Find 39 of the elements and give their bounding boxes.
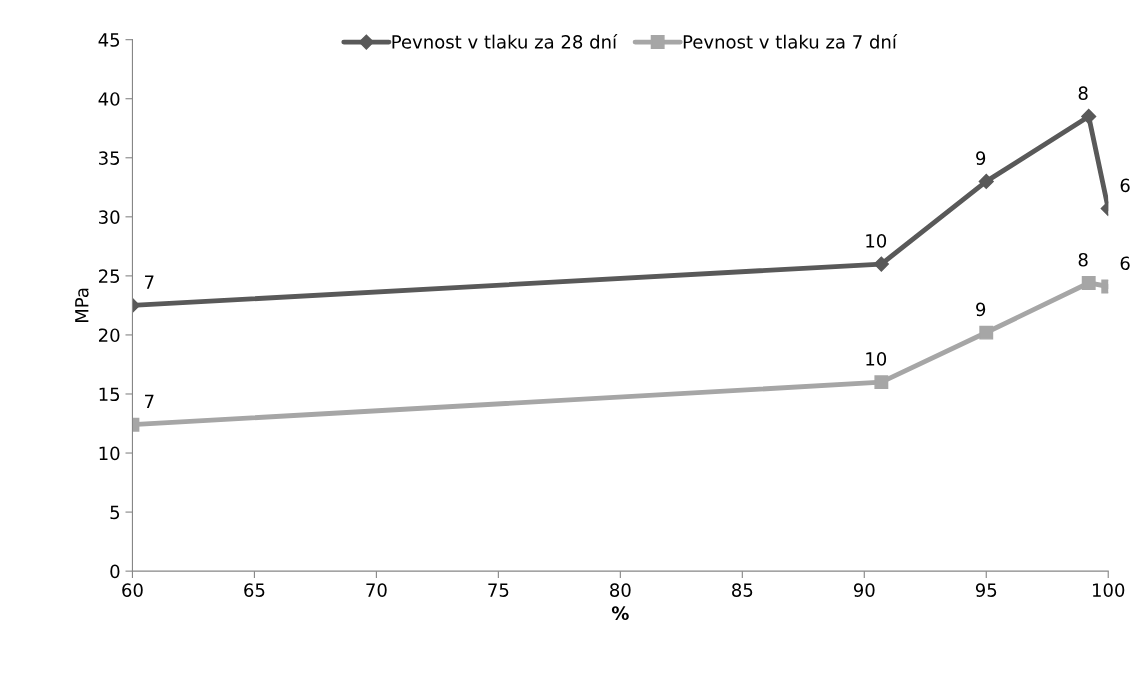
x-tick-label: 70 [366,583,387,597]
x-tick-label: 65 [244,583,265,597]
y-axis-title: MPa [75,288,89,322]
annotation: 7 [145,394,154,409]
y-tick-label: 20 [98,328,120,343]
x-tick-label: 85 [732,583,753,597]
x-tick-label: 100 [1092,583,1125,597]
x-tick-label: 90 [853,583,875,597]
annotation: 9 [976,302,986,317]
y-tick-label: 25 [98,269,120,283]
y-tick-label: 35 [99,151,120,165]
y-tick-label: 30 [99,210,120,224]
x-tick-label: 75 [488,583,509,597]
legend-label: Pevnost v tlaku za 28 dní [392,33,618,49]
y-tick-label: 10 [99,446,120,461]
annotation: 8 [1078,86,1088,101]
x-axis-title: % [611,606,629,620]
annotation: 8 [1078,252,1088,267]
point [874,375,889,390]
point [1081,108,1097,125]
y-tick-label: 40 [98,92,120,106]
y-tick-label: 45 [98,33,120,47]
point [873,256,889,272]
annotation: 6 [1120,256,1130,271]
annotation: 6 [1120,178,1130,193]
x-tick-label: 60 [122,583,143,597]
point [978,173,994,189]
point [979,325,994,340]
point [1081,276,1096,290]
x-tick-label: 95 [975,583,997,597]
annotation: 10 [866,352,887,366]
y-tick-label: 5 [110,505,120,520]
x-tick-label: 80 [610,583,631,597]
y-tick-label: 0 [110,564,120,579]
annotation: 10 [866,234,887,248]
annotation: 7 [145,275,154,289]
y-tick-label: 15 [99,387,120,402]
annotation: 9 [976,151,986,165]
legend-label: Pevnost v tlaku za 7 dní [683,33,898,49]
